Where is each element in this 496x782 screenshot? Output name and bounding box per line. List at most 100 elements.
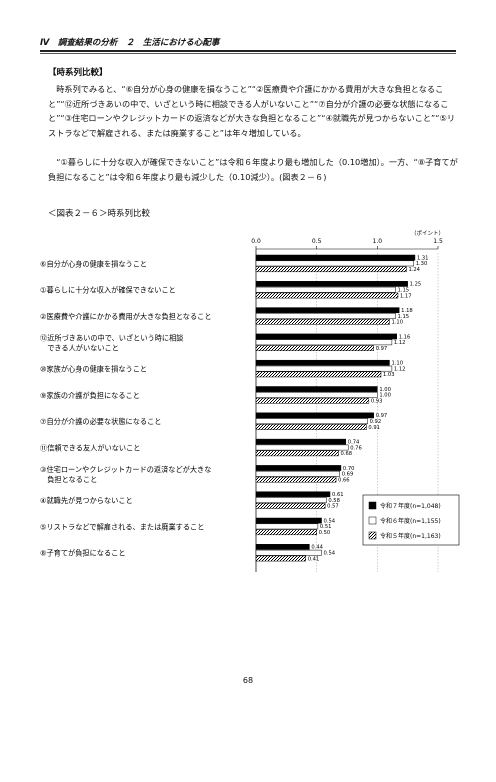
bar-series-1 — [255, 254, 416, 261]
bar-series-3 — [255, 529, 317, 536]
data-label: 0.61 — [332, 492, 344, 498]
figure-title: ＜図表２－６＞時系列比較 — [48, 209, 151, 219]
data-label: 1.16 — [399, 334, 411, 340]
bar-series-2 — [255, 470, 340, 477]
x-tick-label: 0.0 — [251, 238, 261, 245]
category-label: ④就職先が見つからないこと — [40, 496, 133, 505]
bar-series-2 — [255, 339, 393, 346]
bar-series-2 — [255, 549, 322, 556]
data-label: 1.17 — [400, 293, 412, 299]
bar-series-2 — [255, 313, 396, 319]
legend-label: 令和７年度(n=1,048) — [380, 502, 441, 510]
bar-series-3 — [255, 555, 306, 562]
category-label: ⑨家族の介護が負担になること — [40, 391, 140, 400]
bar-chart: （ポイント） 0.0 0.5 1.0 1.5 ⑥自分が心身の健康を損なうこと ①暮らしに十… — [40, 230, 460, 572]
data-label: 1.10 — [391, 361, 403, 367]
category-label: ⑫近所づきあいの中で、いざという時に相談 — [40, 333, 183, 342]
bar-series-1 — [255, 386, 378, 392]
x-tick-label: 0.5 — [312, 238, 322, 245]
x-tick-label: 1.0 — [373, 238, 383, 245]
data-label: 0.41 — [308, 556, 320, 562]
data-label: 1.12 — [394, 366, 406, 372]
category-label: できる人がいないこと — [40, 343, 119, 352]
bar-series-1 — [255, 307, 400, 314]
data-label: 0.92 — [370, 419, 382, 425]
data-label: 1.00 — [379, 387, 391, 393]
header-title: Ⅳ 調査結果の分析 ２ 生活における心配事 — [40, 38, 220, 48]
page-number: 68 — [242, 676, 254, 685]
data-label: 0.57 — [327, 504, 339, 510]
data-label: 1.12 — [394, 340, 406, 346]
bar-series-1 — [255, 517, 322, 524]
data-label: 0.66 — [338, 477, 350, 483]
data-label: 0.51 — [320, 524, 332, 530]
x-tick-label: 1.5 — [433, 238, 443, 245]
bar-series-2 — [255, 444, 349, 451]
bar-series-3 — [255, 476, 337, 483]
data-label: 1.15 — [398, 288, 410, 294]
bar-series-1 — [255, 412, 374, 419]
bar-series-3 — [255, 397, 370, 404]
data-label: 0.54 — [324, 551, 336, 557]
legend-box — [362, 494, 460, 546]
data-label: 0.91 — [368, 425, 380, 431]
category-label: ①暮らしに十分な収入が確保できないこと — [40, 286, 176, 295]
legend-swatch — [368, 531, 377, 540]
bar-series-1 — [255, 465, 342, 471]
bar-series-1 — [255, 333, 397, 340]
section-title: 【時系列比較】 — [48, 68, 108, 78]
data-label: 0.70 — [343, 466, 355, 472]
bar-series-3 — [255, 424, 367, 430]
bar-series-3 — [255, 292, 399, 299]
legend-swatch — [368, 501, 377, 510]
data-label: 1.31 — [417, 255, 429, 261]
data-label: 0.44 — [311, 545, 323, 551]
legend-swatch — [368, 516, 377, 525]
category-label: ⑤リストラなどで解雇される、または廃業すること — [40, 522, 204, 531]
category-label: ⑧子育てが負担になること — [40, 549, 126, 558]
bar-series-3 — [255, 266, 407, 273]
category-label: ⑥自分が心身の健康を損なうこと — [40, 259, 147, 268]
paragraph-2: “①暮らしに十分な収入が確保できないこと”は令和６年度より最も増加した（0.10… — [48, 157, 458, 182]
bar-series-3 — [255, 450, 339, 457]
bar-series-2 — [255, 286, 396, 293]
bar-series-3 — [255, 503, 326, 509]
data-label: 0.93 — [371, 399, 383, 405]
bar-series-1 — [255, 359, 390, 366]
data-label: 1.24 — [408, 267, 420, 273]
data-label: 1.18 — [401, 308, 413, 314]
bar-series-3 — [255, 318, 390, 325]
bar-series-2 — [255, 497, 327, 503]
data-label: 1.25 — [410, 282, 422, 288]
bar-series-2 — [255, 365, 393, 372]
bar-series-1 — [255, 281, 408, 287]
data-label: 1.15 — [398, 314, 410, 320]
category-label: ⑦自分が介護の必要な状態になること — [40, 417, 161, 426]
category-label: ②医療費や介護にかかる費用が大きな負担となること — [40, 312, 212, 321]
category-label: ③住宅ローンやクレジットカードの返済などが大きな — [40, 465, 211, 474]
data-label: 0.74 — [348, 440, 360, 446]
category-label: ⑪信頼できる友人がいないこと — [40, 444, 140, 453]
bar-series-3 — [255, 371, 382, 378]
data-label: 0.97 — [376, 413, 388, 419]
bar-series-2 — [255, 523, 319, 530]
data-label: 1.30 — [416, 261, 428, 267]
category-label: ⑩家族が心身の健康を損なうこと — [40, 365, 147, 374]
bar-series-3 — [255, 345, 374, 351]
data-label: 0.69 — [342, 472, 354, 478]
header-rule-thin — [40, 53, 456, 54]
bar-series-2 — [255, 392, 378, 398]
category-label: 負担となること — [40, 475, 97, 484]
bar-series-2 — [255, 260, 414, 267]
bar-series-1 — [255, 544, 310, 550]
legend-label: 令和５年度(n=1,163) — [380, 532, 441, 540]
paragraph-1: 時系列でみると、“⑥自分が心身の健康を損なうこと”“②医療費や介護にかかる費用が… — [48, 84, 456, 138]
data-label: 1.03 — [383, 372, 395, 378]
data-label: 0.68 — [341, 451, 353, 457]
data-label: 1.00 — [379, 393, 391, 399]
data-label: 1.10 — [391, 320, 403, 326]
data-label: 0.97 — [376, 346, 388, 352]
bar-series-1 — [255, 491, 331, 498]
data-label: 0.50 — [319, 530, 331, 536]
header-rule — [40, 50, 456, 52]
